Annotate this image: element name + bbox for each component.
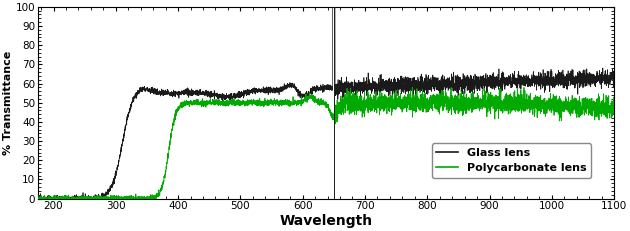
Y-axis label: % Transmittance: % Transmittance — [3, 51, 13, 155]
X-axis label: Wavelength: Wavelength — [280, 214, 372, 228]
Legend: Glass lens, Polycarbonate lens: Glass lens, Polycarbonate lens — [432, 143, 592, 178]
